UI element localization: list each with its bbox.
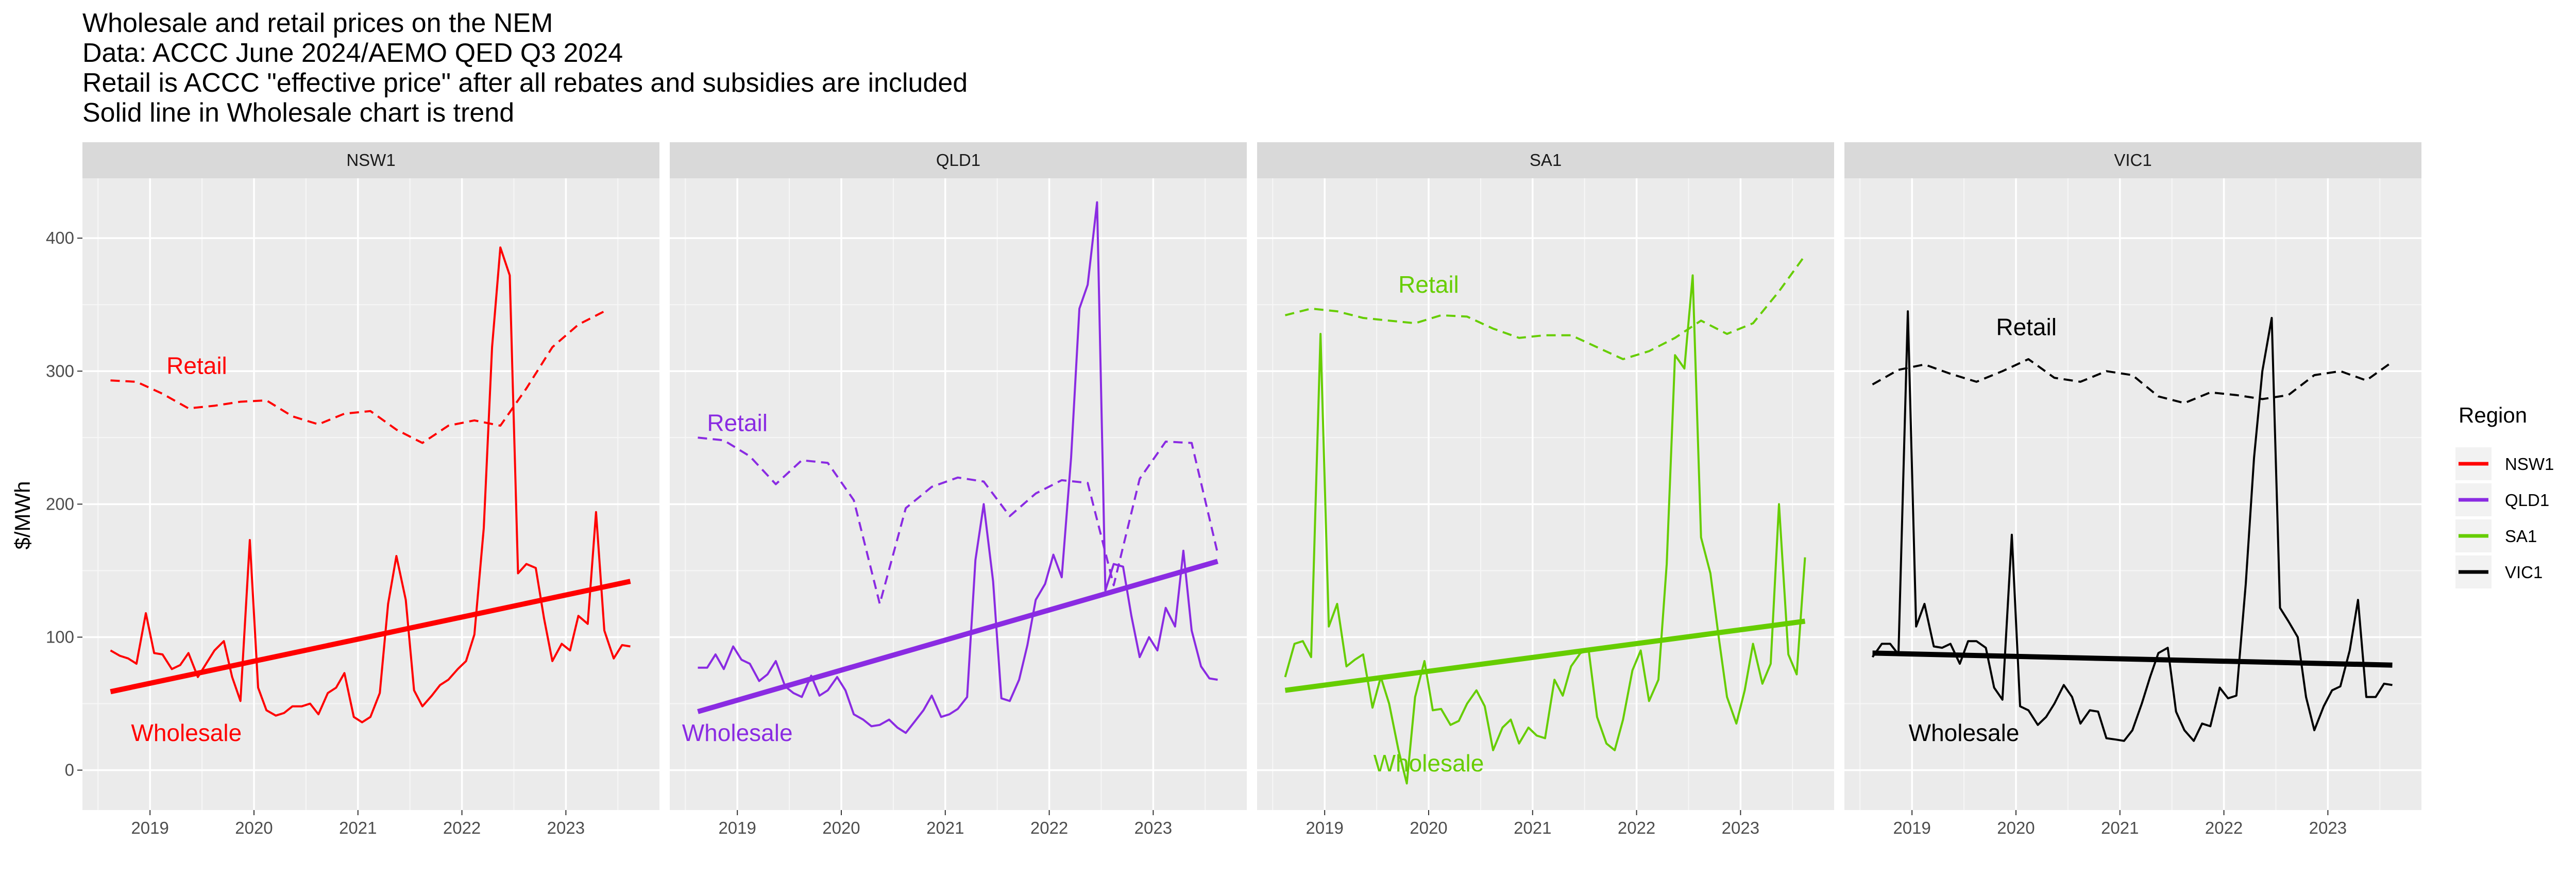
series-annotation: Retail (1996, 314, 2057, 341)
series-annotation: Wholesale (131, 719, 242, 746)
wholesale-trend-line (1284, 618, 1806, 693)
chart-title: Wholesale and retail prices on the NEM D… (82, 8, 968, 128)
x-tick-label: 2021 (2101, 818, 2139, 837)
x-tick-label: 2023 (2309, 818, 2347, 837)
series-annotation: Wholesale (1909, 719, 2020, 746)
legend-label-vic1: VIC1 (2505, 563, 2543, 582)
y-tick-label: 300 (46, 361, 74, 380)
x-tick-label: 2021 (926, 818, 964, 837)
x-tick-label: 2023 (1134, 818, 1172, 837)
wholesale-trend-line (697, 559, 1218, 714)
title-line-1: Wholesale and retail prices on the NEM (82, 8, 553, 38)
facet-strip-label: VIC1 (2114, 150, 2151, 170)
facet-strip (1257, 142, 1834, 178)
wholesale-trend-line (1872, 650, 2393, 668)
x-tick-label: 2022 (2205, 818, 2243, 837)
x-tick-label: 2023 (547, 818, 585, 837)
panel-sa1: SA1 2019 2020 2021 2022 2023 Retail Wholesale (1257, 142, 1834, 837)
wholesale-trend-line (110, 579, 631, 695)
series-annotation: Retail (707, 409, 768, 436)
legend-label-qld1: QLD1 (2505, 491, 2549, 510)
legend-entries: NSW1 QLD1 SA1 VIC1 (2455, 447, 2554, 588)
facet-strip (670, 142, 1247, 178)
facet-strip-label: QLD1 (936, 150, 980, 170)
x-tick-label: 2021 (339, 818, 377, 837)
x-tick-label: 2020 (235, 818, 273, 837)
wholesale-series-line (1284, 274, 1806, 785)
wholesale-series-line (110, 246, 631, 723)
y-axis-title: $/MWh (10, 481, 35, 549)
series-annotation: Wholesale (1374, 750, 1484, 777)
x-tick-label: 2022 (1030, 818, 1068, 837)
x-tick-label: 2019 (131, 818, 168, 837)
panel-background (1257, 178, 1834, 810)
retail-series-line (698, 436, 1219, 605)
legend-label-nsw1: NSW1 (2505, 454, 2554, 474)
y-tick-label: 0 (65, 761, 74, 780)
panel-background (670, 178, 1247, 810)
x-tick-label: 2020 (822, 818, 860, 837)
retail-series-line (110, 310, 605, 444)
y-tick-label: 200 (46, 494, 74, 513)
panel-qld1: QLD1 2019 2020 2021 2022 2023 Retail Wholesale (670, 142, 1247, 837)
facet-strip-label: NSW1 (346, 150, 395, 170)
facet-strip (82, 142, 659, 178)
x-tick-label: 2019 (1306, 818, 1343, 837)
y-tick-label: 100 (46, 627, 74, 646)
series-annotation: Wholesale (682, 719, 793, 746)
x-tick-label: 2020 (1410, 818, 1447, 837)
title-line-3: Retail is ACCC "effective price" after a… (82, 68, 968, 98)
retail-series-line (1872, 358, 2393, 405)
x-tick-label: 2022 (443, 818, 481, 837)
panel-background (82, 178, 659, 810)
title-line-2: Data: ACCC June 2024/AEMO QED Q3 2024 (82, 38, 623, 68)
x-tick-label: 2019 (1893, 818, 1930, 837)
facet-strip (1844, 142, 2421, 178)
x-tick-label: 2019 (718, 818, 756, 837)
y-tick-label: 400 (46, 228, 74, 247)
x-tick-label: 2022 (1618, 818, 1655, 837)
x-tick-label: 2021 (1514, 818, 1551, 837)
legend-label-sa1: SA1 (2505, 527, 2537, 546)
panel-nsw1: NSW1 2019 2020 2021 2022 2023 Retail Wholesale (82, 142, 659, 837)
series-annotation: Retail (1398, 271, 1459, 298)
wholesale-series-line (1871, 310, 2393, 742)
facet-panels: 0 100 200 300 400 NSW1 2019 2020 2021 2022 2023 Ret… (46, 142, 2421, 837)
panel-vic1: VIC1 2019 2020 2021 2022 2023 Retail Wholesale (1844, 142, 2421, 837)
legend: Region NSW1 QLD1 SA1 VIC1 (2455, 403, 2554, 588)
series-annotation: Retail (166, 352, 227, 379)
x-tick-label: 2020 (1997, 818, 2035, 837)
facet-strip-label: SA1 (1530, 150, 1562, 170)
legend-title: Region (2459, 403, 2527, 427)
title-line-4: Solid line in Wholesale chart is trend (82, 98, 514, 128)
panel-background (1844, 178, 2421, 810)
x-tick-label: 2023 (1722, 818, 1759, 837)
